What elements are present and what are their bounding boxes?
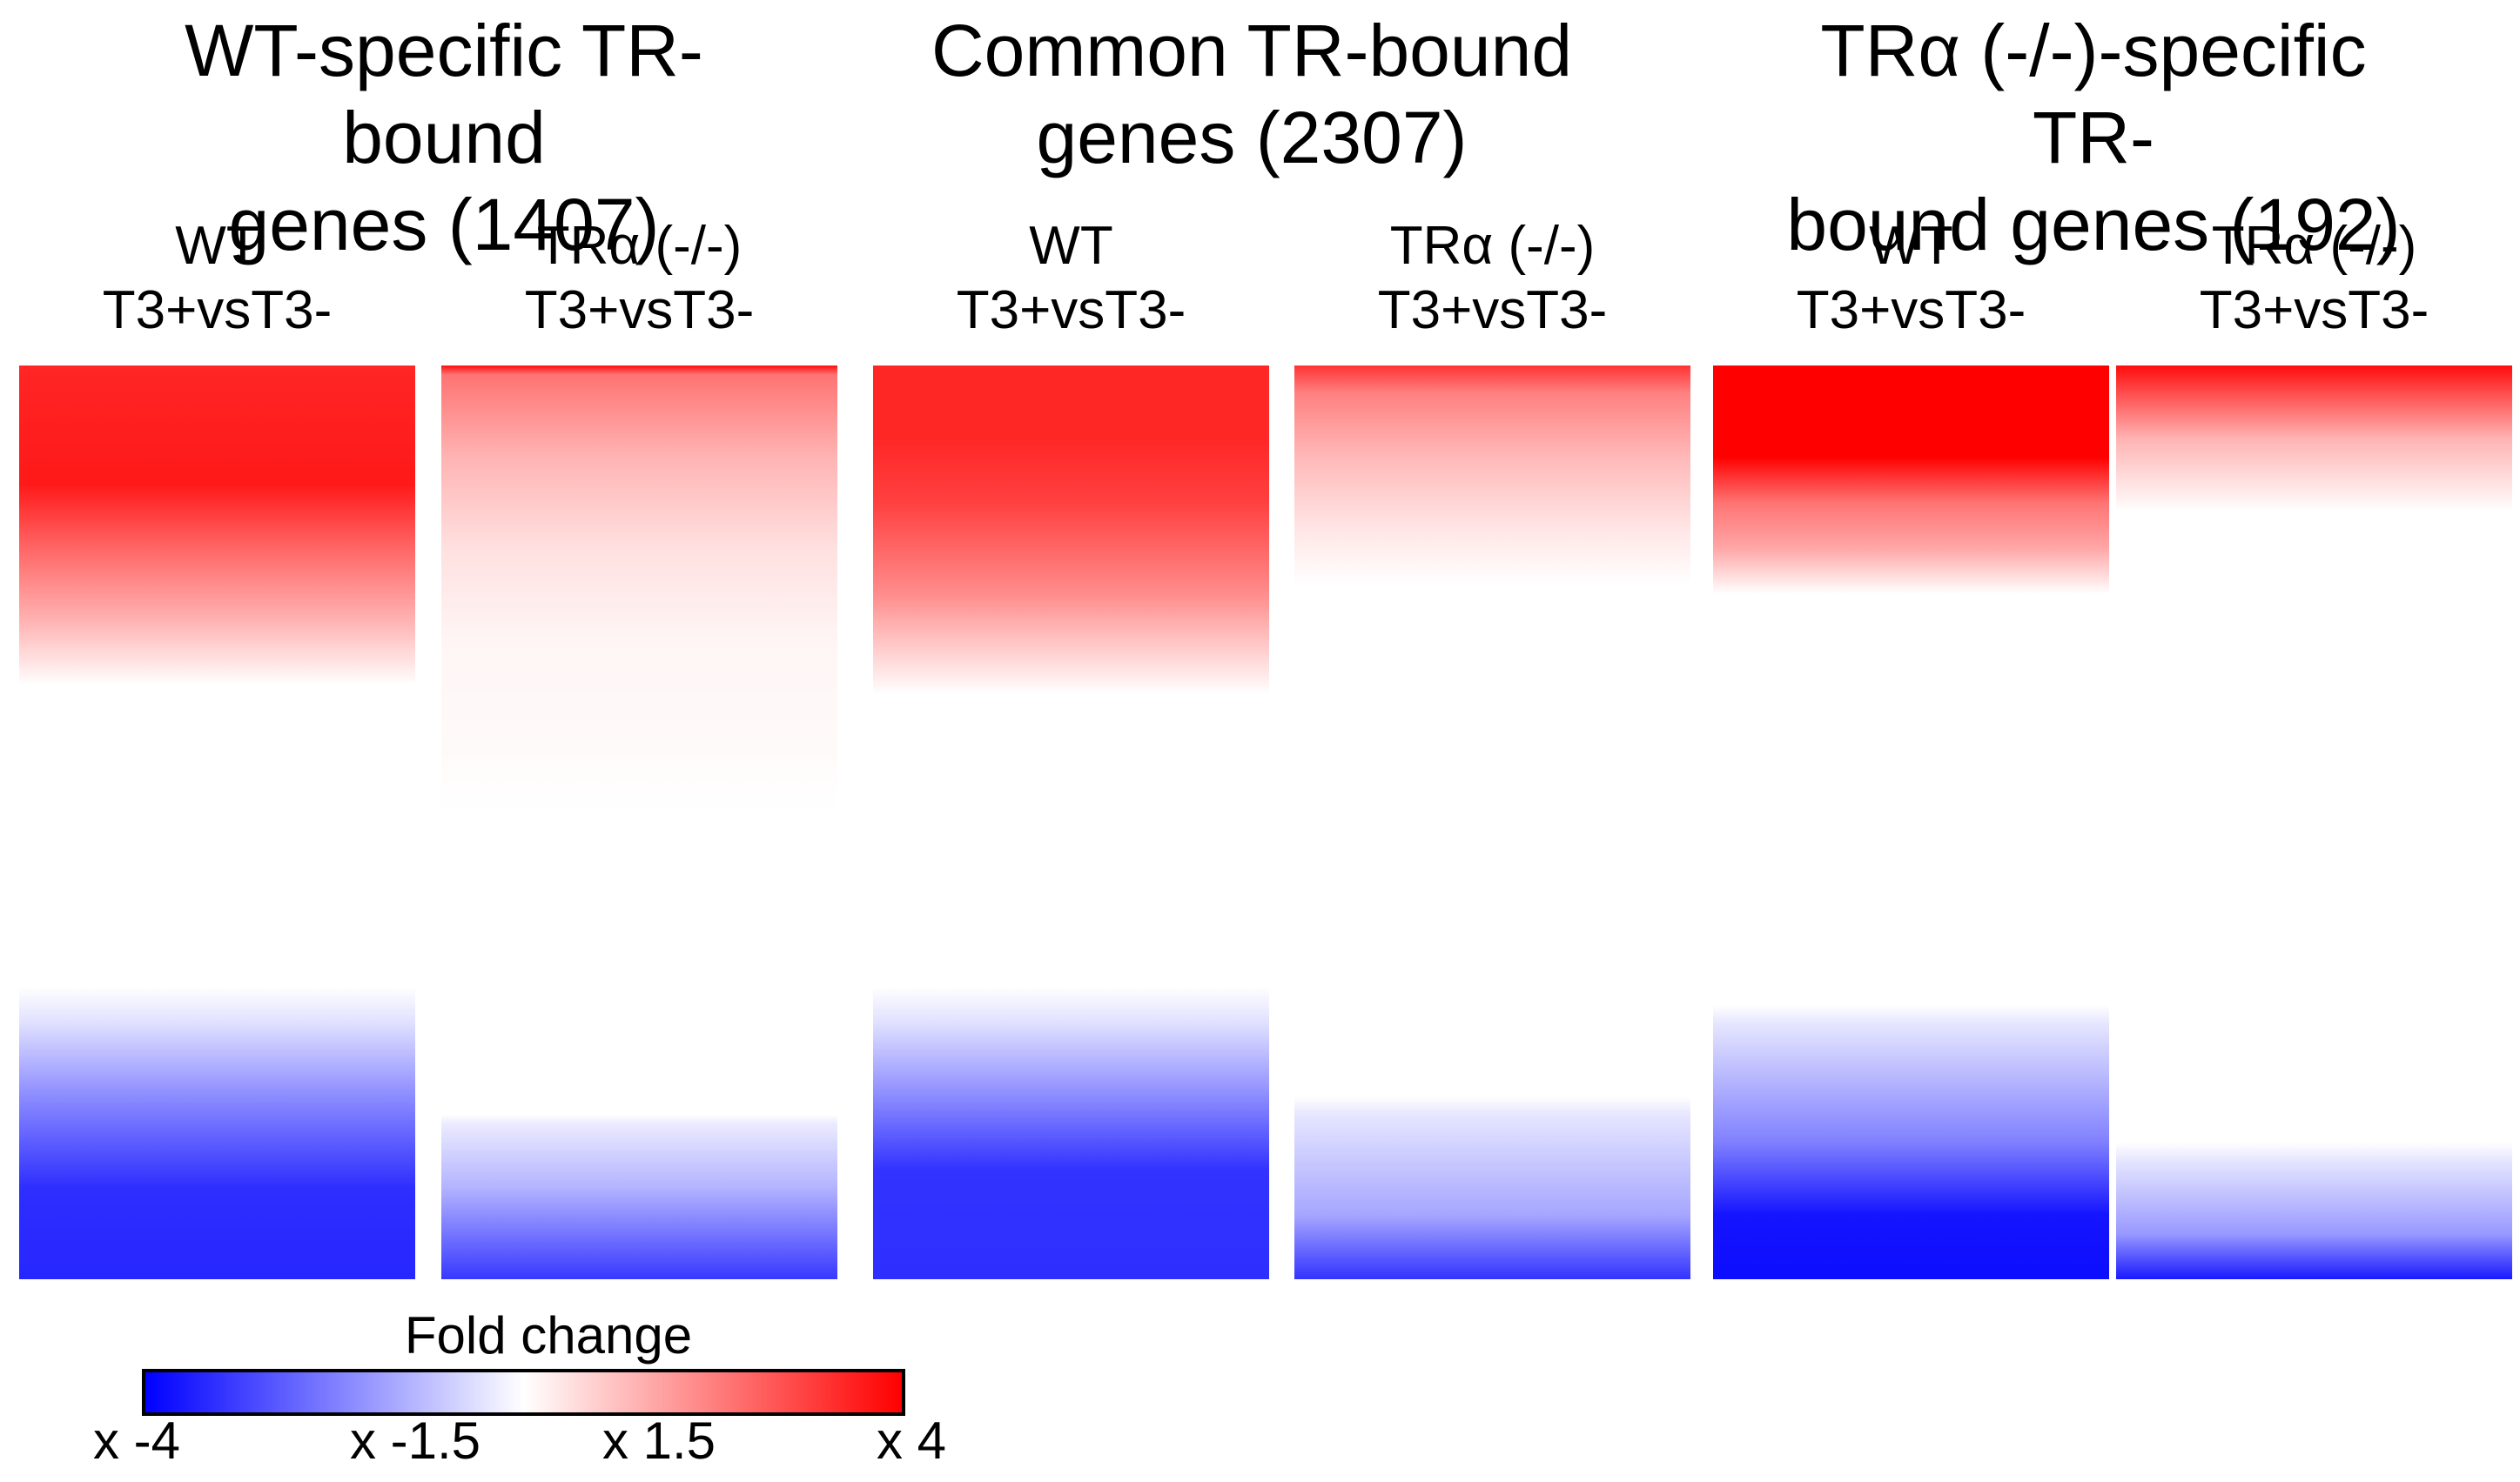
colorbar-tick-minus-4: x -4 bbox=[92, 1412, 181, 1470]
heatmap-column-g2-wt bbox=[873, 365, 1269, 1279]
colorbar-tick-plus-1-5: x 1.5 bbox=[601, 1412, 716, 1470]
group-title-wt-specific: WT-specific TR-bound genes (1407) bbox=[185, 10, 703, 265]
heatmap-column-g1-tra bbox=[441, 365, 837, 1279]
group-title-common: Common TR-bound genes (2307) bbox=[931, 10, 1573, 178]
colorbar-title: Fold change bbox=[404, 1306, 693, 1365]
col-label-g3-tra: TRα (-/-) T3+vsT3- bbox=[2199, 216, 2429, 340]
colorbar-tick-plus-4: x 4 bbox=[876, 1412, 947, 1470]
heatmap-column-g3-wt bbox=[1713, 365, 2109, 1279]
group-title-tra-specific: TRα (-/-)-specific TR- bound genes (192) bbox=[1786, 10, 2401, 265]
colorbar bbox=[142, 1369, 905, 1416]
col-label-g1-wt: WT T3+vsT3- bbox=[102, 216, 333, 340]
col-label-g2-tra: TRα (-/-) T3+vsT3- bbox=[1377, 216, 1608, 340]
heatmap-column-g2-tra bbox=[1294, 365, 1690, 1279]
heatmap-column-g1-wt bbox=[19, 365, 415, 1279]
col-label-g3-wt: WT T3+vsT3- bbox=[1796, 216, 2026, 340]
colorbar-tick-minus-1-5: x -1.5 bbox=[349, 1412, 481, 1470]
col-label-g2-wt: WT T3+vsT3- bbox=[956, 216, 1186, 340]
heatmap-column-g3-tra bbox=[2116, 365, 2512, 1279]
col-label-g1-tra: TRα (-/-) T3+vsT3- bbox=[524, 216, 755, 340]
